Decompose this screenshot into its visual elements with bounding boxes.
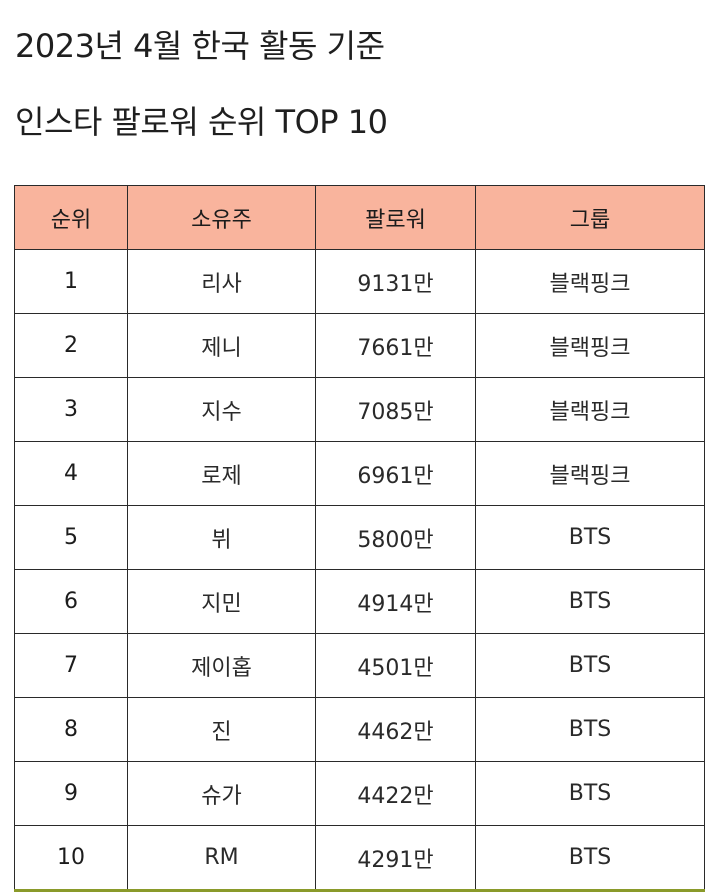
followers-cell: 4462만 bbox=[315, 697, 476, 762]
column-header-owner: 소유주 bbox=[127, 185, 316, 250]
table-header-row: 순위 소유주 팔로워 그룹 bbox=[14, 185, 705, 250]
table-row: 10 RM 4291만 BTS bbox=[14, 825, 705, 892]
followers-cell: 4914만 bbox=[315, 569, 476, 634]
owner-cell: 제니 bbox=[127, 313, 316, 378]
group-cell: 블랙핑크 bbox=[475, 249, 705, 314]
owner-cell: 로제 bbox=[127, 441, 316, 506]
table-row: 9 슈가 4422만 BTS bbox=[14, 761, 705, 826]
followers-cell: 7085만 bbox=[315, 377, 476, 442]
rank-cell: 7 bbox=[14, 633, 128, 698]
followers-cell: 4291만 bbox=[315, 825, 476, 892]
table-row: 1 리사 9131만 블랙핑크 bbox=[14, 249, 705, 314]
followers-cell: 6961만 bbox=[315, 441, 476, 506]
column-header-rank: 순위 bbox=[14, 185, 128, 250]
table-row: 8 진 4462만 BTS bbox=[14, 697, 705, 762]
rank-cell: 9 bbox=[14, 761, 128, 826]
group-cell: 블랙핑크 bbox=[475, 441, 705, 506]
rank-cell: 4 bbox=[14, 441, 128, 506]
page-title-ranking: 인스타 팔로워 순위 TOP 10 bbox=[15, 103, 388, 141]
group-cell: BTS bbox=[475, 761, 705, 826]
table-row: 2 제니 7661만 블랙핑크 bbox=[14, 313, 705, 378]
rank-cell: 2 bbox=[14, 313, 128, 378]
rank-cell: 6 bbox=[14, 569, 128, 634]
owner-cell: 제이홉 bbox=[127, 633, 316, 698]
followers-cell: 4501만 bbox=[315, 633, 476, 698]
followers-cell: 7661만 bbox=[315, 313, 476, 378]
group-cell: BTS bbox=[475, 633, 705, 698]
group-cell: 블랙핑크 bbox=[475, 377, 705, 442]
rank-cell: 1 bbox=[14, 249, 128, 314]
owner-cell: 뷔 bbox=[127, 505, 316, 570]
group-cell: BTS bbox=[475, 505, 705, 570]
followers-cell: 9131만 bbox=[315, 249, 476, 314]
page-title-date: 2023년 4월 한국 활동 기준 bbox=[15, 27, 385, 65]
table-row: 5 뷔 5800만 BTS bbox=[14, 505, 705, 570]
column-header-group: 그룹 bbox=[475, 185, 705, 250]
rank-cell: 10 bbox=[14, 825, 128, 892]
table-row: 4 로제 6961만 블랙핑크 bbox=[14, 441, 705, 506]
table-row: 7 제이홉 4501만 BTS bbox=[14, 633, 705, 698]
rank-cell: 8 bbox=[14, 697, 128, 762]
group-cell: BTS bbox=[475, 569, 705, 634]
rank-cell: 5 bbox=[14, 505, 128, 570]
owner-cell: 리사 bbox=[127, 249, 316, 314]
owner-cell: RM bbox=[127, 825, 316, 892]
group-cell: BTS bbox=[475, 825, 705, 892]
rank-cell: 3 bbox=[14, 377, 128, 442]
owner-cell: 지수 bbox=[127, 377, 316, 442]
table-row: 6 지민 4914만 BTS bbox=[14, 569, 705, 634]
group-cell: BTS bbox=[475, 697, 705, 762]
owner-cell: 진 bbox=[127, 697, 316, 762]
followers-cell: 4422만 bbox=[315, 761, 476, 826]
follower-ranking-table: 순위 소유주 팔로워 그룹 1 리사 9131만 블랙핑크 2 제니 7661만… bbox=[14, 185, 705, 892]
column-header-followers: 팔로워 bbox=[315, 185, 476, 250]
table-row: 3 지수 7085만 블랙핑크 bbox=[14, 377, 705, 442]
followers-cell: 5800만 bbox=[315, 505, 476, 570]
group-cell: 블랙핑크 bbox=[475, 313, 705, 378]
owner-cell: 슈가 bbox=[127, 761, 316, 826]
owner-cell: 지민 bbox=[127, 569, 316, 634]
